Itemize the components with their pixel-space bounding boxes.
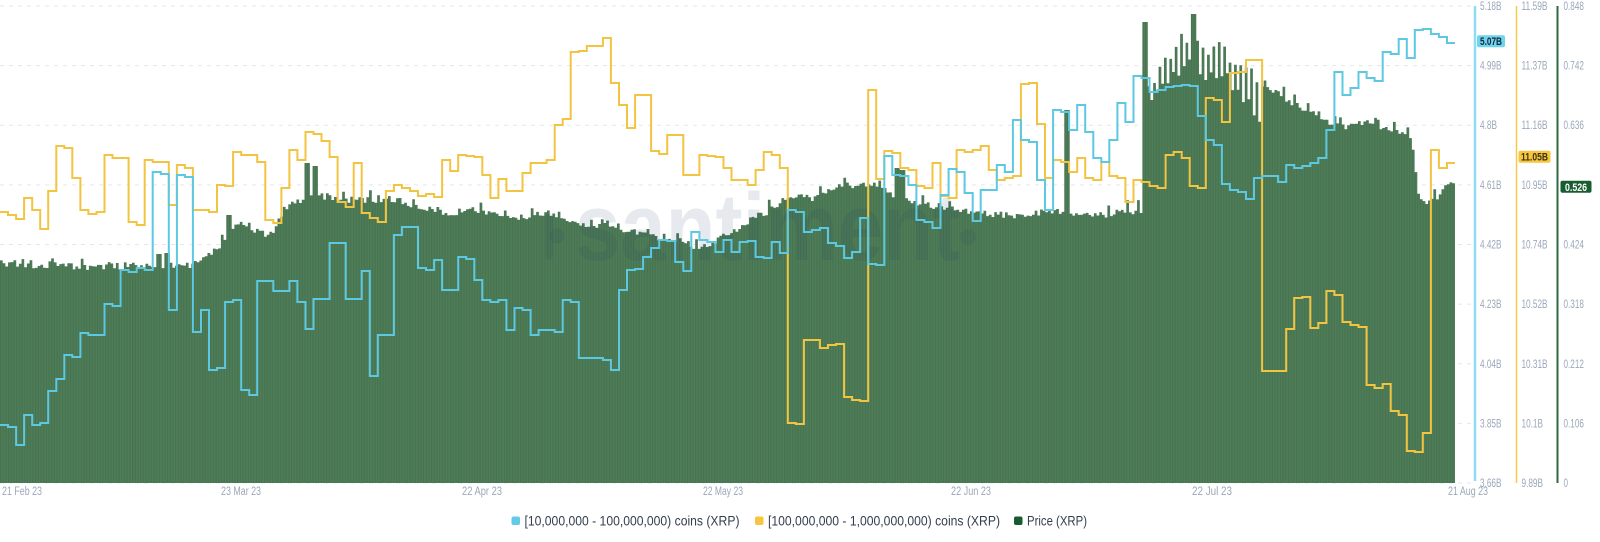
- svg-text:0.106: 0.106: [1564, 418, 1584, 430]
- svg-text:21 Aug 23: 21 Aug 23: [1448, 486, 1488, 498]
- svg-text:9.89B: 9.89B: [1522, 478, 1544, 490]
- svg-text:5.07B: 5.07B: [1480, 36, 1502, 48]
- svg-text:11.05B: 11.05B: [1521, 152, 1548, 164]
- svg-text:21 Feb 23: 21 Feb 23: [2, 486, 42, 498]
- svg-text:10.52B: 10.52B: [1522, 299, 1548, 311]
- svg-text:22 Jul 23: 22 Jul 23: [1192, 486, 1232, 498]
- svg-text:4.23B: 4.23B: [1480, 299, 1502, 311]
- svg-text:22 May 23: 22 May 23: [703, 486, 743, 498]
- svg-text:11.37B: 11.37B: [1522, 61, 1548, 73]
- svg-text:0.526: 0.526: [1565, 182, 1587, 194]
- svg-text:4.04B: 4.04B: [1480, 359, 1502, 371]
- svg-text:0.318: 0.318: [1564, 299, 1584, 311]
- svg-text:4.61B: 4.61B: [1480, 180, 1502, 192]
- svg-text:11.59B: 11.59B: [1522, 1, 1548, 13]
- svg-text:Price (XRP): Price (XRP): [1027, 513, 1087, 529]
- svg-text:5.18B: 5.18B: [1480, 1, 1502, 13]
- svg-text:0.742: 0.742: [1564, 61, 1584, 73]
- svg-text:10.95B: 10.95B: [1522, 180, 1548, 192]
- svg-text:10.31B: 10.31B: [1522, 359, 1548, 371]
- svg-text:[10,000,000 - 100,000,000) coi: [10,000,000 - 100,000,000) coins (XRP): [525, 513, 740, 529]
- svg-text:4.99B: 4.99B: [1480, 61, 1502, 73]
- svg-text:10.1B: 10.1B: [1522, 418, 1544, 430]
- svg-text:0.212: 0.212: [1564, 359, 1584, 371]
- svg-text:23 Mar 23: 23 Mar 23: [221, 486, 261, 498]
- svg-text:0: 0: [1564, 478, 1569, 490]
- svg-text:22 Jun 23: 22 Jun 23: [951, 486, 991, 498]
- svg-text:0.636: 0.636: [1564, 120, 1584, 132]
- svg-text:22 Apr 23: 22 Apr 23: [462, 486, 502, 498]
- svg-text:3.66B: 3.66B: [1480, 478, 1502, 490]
- svg-text:santiment: santiment: [575, 174, 960, 281]
- svg-text:4.8B: 4.8B: [1480, 120, 1497, 132]
- svg-text:0.424: 0.424: [1564, 240, 1585, 252]
- svg-text:3.85B: 3.85B: [1480, 418, 1502, 430]
- svg-text:4.42B: 4.42B: [1480, 240, 1502, 252]
- svg-text:11.16B: 11.16B: [1522, 120, 1548, 132]
- svg-text:10.74B: 10.74B: [1522, 240, 1548, 252]
- svg-text:0.848: 0.848: [1564, 1, 1584, 13]
- svg-text:[100,000,000 - 1,000,000,000): [100,000,000 - 1,000,000,000) coins (XRP…: [768, 513, 1000, 529]
